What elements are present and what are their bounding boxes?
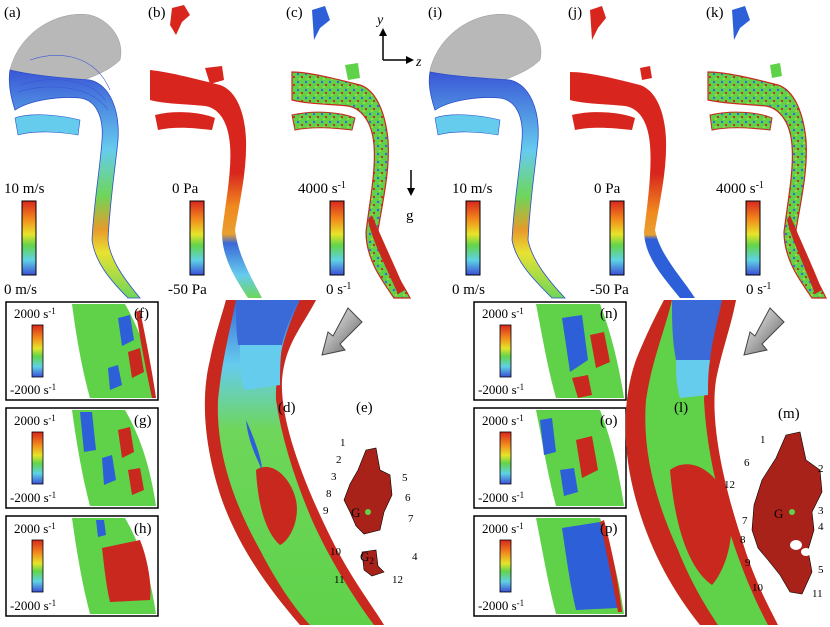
colorbar-a-max: 10 m/s [4, 181, 45, 197]
inset-h-max: 2000 s-1 [14, 521, 56, 536]
m-num-12: 12 [724, 479, 735, 491]
axis-y-label: y [375, 13, 384, 28]
e-num-2: 2 [336, 454, 342, 466]
colorbar-j-min: -50 Pa [590, 282, 629, 298]
inset-g-min: -2000 s-1 [10, 490, 56, 505]
panel-label-a: (a) [4, 5, 21, 21]
colorbar-a-min: 0 m/s [4, 282, 37, 298]
m-num-3: 3 [818, 505, 824, 517]
panel-i-velocity [428, 14, 566, 299]
e-num-5: 5 [402, 472, 408, 484]
colorbar-k-max: 4000 s-1 [716, 180, 764, 197]
m-num-4: 4 [818, 521, 824, 533]
panel-l-zoom: (l) [625, 300, 778, 625]
e-num-1: 1 [340, 437, 346, 449]
inset-f-min: -2000 s-1 [10, 382, 56, 397]
panel-label-p: (p) [600, 521, 618, 537]
inset-o: 2000 s-1 -2000 s-1 (o) [473, 407, 627, 509]
inset-o-max: 2000 s-1 [482, 413, 524, 428]
colorbar-j-max: 0 Pa [594, 181, 621, 197]
inset-g-max: 2000 s-1 [14, 413, 56, 428]
region-numbers-e: 1 2 3 4 5 6 7 8 9 10 11 12 [323, 437, 418, 586]
centroid-g-m: G [774, 506, 783, 521]
colorbar-k-min: 0 s-1 [746, 281, 771, 298]
inset-n-min: -2000 s-1 [478, 382, 524, 397]
panel-label-c: (c) [286, 5, 303, 21]
panel-label-h: (h) [134, 521, 152, 537]
inset-p-min: -2000 s-1 [478, 598, 524, 613]
colorbar-velocity-i: 10 m/s 0 m/s [452, 181, 493, 298]
m-num-1: 1 [760, 434, 766, 446]
panel-label-m: (m) [778, 406, 800, 422]
panel-a-velocity [8, 14, 141, 299]
colorbar-c-min: 0 s-1 [326, 281, 351, 298]
m-num-6: 6 [744, 457, 750, 469]
inset-f: 2000 s-1 -2000 s-1 (f) [5, 301, 159, 401]
panel-label-g: (g) [134, 413, 152, 429]
view-direction-arrow-d [321, 307, 363, 356]
m-num-11: 11 [812, 588, 823, 600]
panel-label-n: (n) [600, 306, 618, 322]
colorbar-vorticity-c: 4000 s-1 0 s-1 [298, 180, 351, 298]
gravity-indicator: g [406, 170, 415, 224]
m-num-10: 10 [752, 582, 764, 594]
gravity-label: g [406, 208, 414, 224]
inset-n: 2000 s-1 -2000 s-1 (n) [473, 301, 627, 401]
colorbar-pressure-b: 0 Pa -50 Pa [168, 181, 207, 298]
panel-d-zoom: (d) [204, 300, 384, 625]
panel-b-pressure [150, 5, 262, 298]
panel-c-vorticity [291, 6, 411, 299]
m-num-8: 8 [740, 534, 746, 546]
axis-z-label: z [415, 55, 422, 70]
e-num-9: 9 [323, 505, 329, 517]
colorbar-c-max: 4000 s-1 [298, 180, 346, 197]
m-num-9: 9 [745, 557, 751, 569]
e-num-8: 8 [326, 488, 332, 500]
panel-m-cross-section: (m) G 1 2 3 4 5 6 7 8 9 10 11 12 [724, 406, 824, 600]
m-num-2: 2 [818, 463, 824, 475]
e-num-4: 4 [412, 551, 418, 563]
inset-o-min: -2000 s-1 [478, 490, 524, 505]
view-direction-arrow-l [743, 307, 785, 356]
inset-g: 2000 s-1 -2000 s-1 (g) [5, 407, 159, 509]
e-num-11: 11 [334, 574, 345, 586]
colorbar-b-max: 0 Pa [172, 181, 199, 197]
m-num-5: 5 [818, 564, 824, 576]
panel-label-e: (e) [356, 400, 373, 416]
e-num-10: 10 [330, 546, 342, 558]
panel-label-o: (o) [600, 413, 618, 429]
colorbar-velocity-a: 10 m/s 0 m/s [4, 181, 45, 298]
colorbar-pressure-j: 0 Pa -50 Pa [590, 181, 629, 298]
panel-label-l: (l) [674, 400, 688, 416]
e-num-3: 3 [331, 471, 337, 483]
m-num-7: 7 [742, 515, 748, 527]
inset-h: 2000 s-1 -2000 s-1 (h) [5, 515, 159, 617]
region-numbers-m: 1 2 3 4 5 6 7 8 9 10 11 12 [724, 434, 824, 600]
centroid-g-e: G [351, 505, 360, 520]
colorbar-i-max: 10 m/s [452, 181, 493, 197]
inset-p-max: 2000 s-1 [482, 521, 524, 536]
panel-j-pressure [570, 6, 695, 298]
panel-e-cross-section: (e) G G2 1 2 3 4 5 6 7 8 9 10 11 12 [323, 400, 418, 586]
inset-f-max: 2000 s-1 [14, 306, 56, 321]
inset-p: 2000 s-1 -2000 s-1 (p) [473, 515, 627, 617]
e-num-7: 7 [408, 513, 414, 525]
colorbar-i-min: 0 m/s [452, 282, 485, 298]
axis-indicator: y z [375, 13, 422, 70]
colorbar-vorticity-k: 4000 s-1 0 s-1 [716, 180, 771, 298]
panel-label-b: (b) [148, 5, 166, 21]
colorbar-b-min: -50 Pa [168, 282, 207, 298]
e-num-12: 12 [392, 574, 403, 586]
panel-label-j: (j) [568, 5, 582, 21]
e-num-6: 6 [405, 492, 411, 504]
panel-label-k: (k) [706, 5, 724, 21]
inset-h-min: -2000 s-1 [10, 598, 56, 613]
panel-k-vorticity [707, 6, 827, 299]
panel-label-f: (f) [134, 306, 149, 322]
panel-label-i: (i) [428, 5, 442, 21]
panel-label-d: (d) [278, 400, 296, 416]
inset-n-max: 2000 s-1 [482, 306, 524, 321]
centroid-g2-e: G2 [360, 549, 374, 566]
